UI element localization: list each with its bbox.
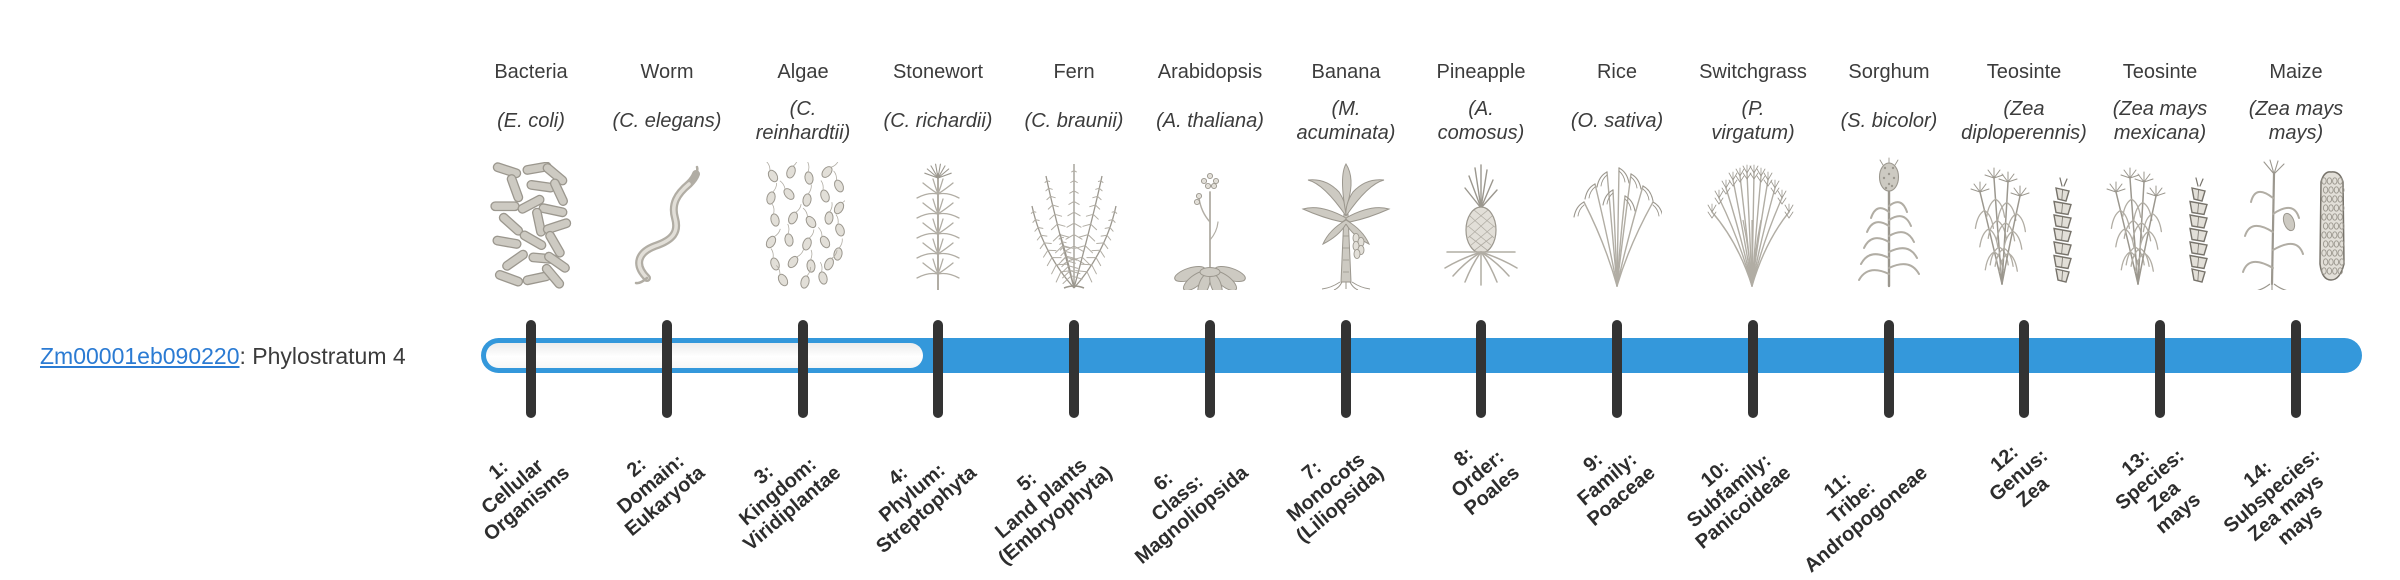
organism-scientific-name: (Zea mays mexicana)	[2112, 98, 2208, 144]
organism-scientific-name: (Zea diploperennis)	[1961, 98, 2087, 144]
organism-scientific-name: (M. acuminata)	[1296, 98, 1396, 144]
organism-column-2: Worm (C. elegans)	[579, 60, 755, 290]
organism-scientific-name: (S. bicolor)	[1840, 110, 1938, 132]
organism-common-name: Bacteria	[494, 61, 568, 83]
bar-unfilled-segment	[486, 343, 923, 368]
sorghum-illustration	[1801, 152, 1977, 290]
organism-scientific-name: (C. braunii)	[1024, 110, 1124, 132]
organism-scientific-name: (O. sativa)	[1570, 110, 1664, 132]
pineapple-illustration	[1393, 152, 1569, 290]
phylostratum-label: 1: Cellular Organisms	[477, 454, 574, 546]
organism-common-name: Pineapple	[1436, 61, 1526, 83]
organism-column-1: Bacteria (E. coli)	[443, 60, 619, 290]
organism-scientific-name: (C. reinhardtii)	[755, 98, 851, 144]
organism-column-5: Fern (C. braunii)	[986, 60, 1162, 290]
phylostratum-label: 12: Genus: Zea	[1985, 440, 2054, 512]
phylostratum-tick-12	[2019, 320, 2029, 418]
organism-column-4: Stonewort (C. richardii)	[850, 60, 1026, 290]
organism-scientific-name: (C. richardii)	[883, 110, 993, 132]
organism-scientific-name: (A. comosus)	[1437, 98, 1525, 144]
phylostratum-label: 10: Subfamily: Panicoideae	[1683, 449, 1796, 554]
organism-common-name: Switchgrass	[1699, 61, 1807, 83]
phylostratum-label: 11: Tribe: Andropogoneae	[1799, 461, 1932, 578]
fern-illustration	[986, 152, 1162, 290]
organism-common-name: Algae	[777, 61, 829, 83]
organism-common-name: Fern	[1053, 61, 1095, 83]
phylostratum-tick-3	[798, 320, 808, 418]
organism-common-name: Teosinte	[1986, 61, 2062, 83]
organism-common-name: Rice	[1596, 61, 1637, 83]
phylostratum-tick-1	[526, 320, 536, 418]
organism-column-14: Maize (Zea mays mays)	[2208, 60, 2384, 290]
organism-scientific-name: (A. thaliana)	[1156, 110, 1264, 132]
phylostratum-tick-8	[1476, 320, 1486, 418]
phylostrata-bar	[481, 338, 2362, 373]
phylostratum-label: 5: Land plants (Embryophyta)	[991, 454, 1117, 570]
bacteria-illustration	[443, 152, 619, 290]
stonewort-illustration	[850, 152, 1026, 290]
organism-column-10: Switchgrass (P. virgatum)	[1665, 60, 1841, 290]
organism-scientific-name: (E. coli)	[497, 110, 565, 132]
teosinte-illustration	[1936, 152, 2112, 290]
arabidopsis-illustration	[1122, 152, 1298, 290]
organism-column-6: Arabidopsis (A. thaliana)	[1122, 60, 1298, 290]
phylostratum-label: 4: Phylum: Streptophyta	[871, 459, 981, 558]
worm-illustration	[579, 152, 755, 290]
organism-common-name: Maize	[2269, 61, 2323, 83]
switchgrass-illustration	[1665, 152, 1841, 290]
organism-column-3: Algae (C. reinhardtii)	[715, 60, 891, 290]
organism-common-name: Sorghum	[1848, 61, 1930, 83]
organism-scientific-name: (P. virgatum)	[1711, 98, 1795, 144]
rice-illustration	[1529, 152, 1705, 290]
organism-common-name: Teosinte	[2122, 61, 2198, 83]
phylostratum-label: 13: Species: Zea mays	[2111, 444, 2205, 539]
phylostratum-tick-4	[933, 320, 943, 418]
phylostratum-label: 6: Class: Magnoliopsida	[1131, 461, 1253, 569]
teosinte-illustration	[2072, 152, 2248, 290]
gene-phylostratum-text: : Phylostratum 4	[239, 343, 406, 369]
organism-scientific-name: (Zea mays mays)	[2248, 98, 2344, 144]
organism-column-8: Pineapple (A. comosus)	[1393, 60, 1569, 290]
organism-common-name: Stonewort	[892, 61, 984, 83]
gene-label: Zm00001eb090220: Phylostratum 4	[40, 343, 406, 370]
phylostratum-label: 3: Kingdom: Viridiplantae	[735, 453, 846, 556]
phylostratum-tick-11	[1884, 320, 1894, 418]
phylostratum-tick-13	[2155, 320, 2165, 418]
organism-column-11: Sorghum (S. bicolor)	[1801, 60, 1977, 290]
phylostratum-tick-14	[2291, 320, 2301, 418]
gene-id-link[interactable]: Zm00001eb090220	[40, 343, 240, 369]
phylostratum-tick-6	[1205, 320, 1215, 418]
phylostratum-tick-5	[1069, 320, 1079, 418]
phylostratum-label: 8: Order: Poales	[1447, 443, 1524, 521]
organism-scientific-name: (C. elegans)	[612, 110, 722, 132]
organism-common-name: Worm	[640, 61, 694, 83]
phylostratum-label: 7: Monocots (Liliopsida)	[1283, 448, 1389, 548]
phylostratum-tick-10	[1748, 320, 1758, 418]
phylostratum-label: 2: Domain: Eukaryota	[613, 450, 710, 541]
phylostratum-tick-2	[662, 320, 672, 418]
phylostratum-tick-9	[1612, 320, 1622, 418]
banana-illustration	[1258, 152, 1434, 290]
phylostratum-label: 9: Family: Poaceae	[1573, 448, 1660, 531]
algae-illustration	[715, 152, 891, 290]
phylostratum-tick-7	[1341, 320, 1351, 418]
phylostratum-label: 14: Subspecies: Zea mays mays	[2219, 444, 2329, 550]
organism-column-7: Banana (M. acuminata)	[1258, 60, 1434, 290]
organism-column-13: Teosinte (Zea mays mexicana)	[2072, 60, 2248, 290]
organism-column-12: Teosinte (Zea diploperennis)	[1936, 60, 2112, 290]
maize-illustration	[2208, 152, 2384, 290]
organism-column-9: Rice (O. sativa)	[1529, 60, 1705, 290]
organism-common-name: Banana	[1311, 61, 1381, 83]
organism-common-name: Arabidopsis	[1157, 61, 1263, 83]
